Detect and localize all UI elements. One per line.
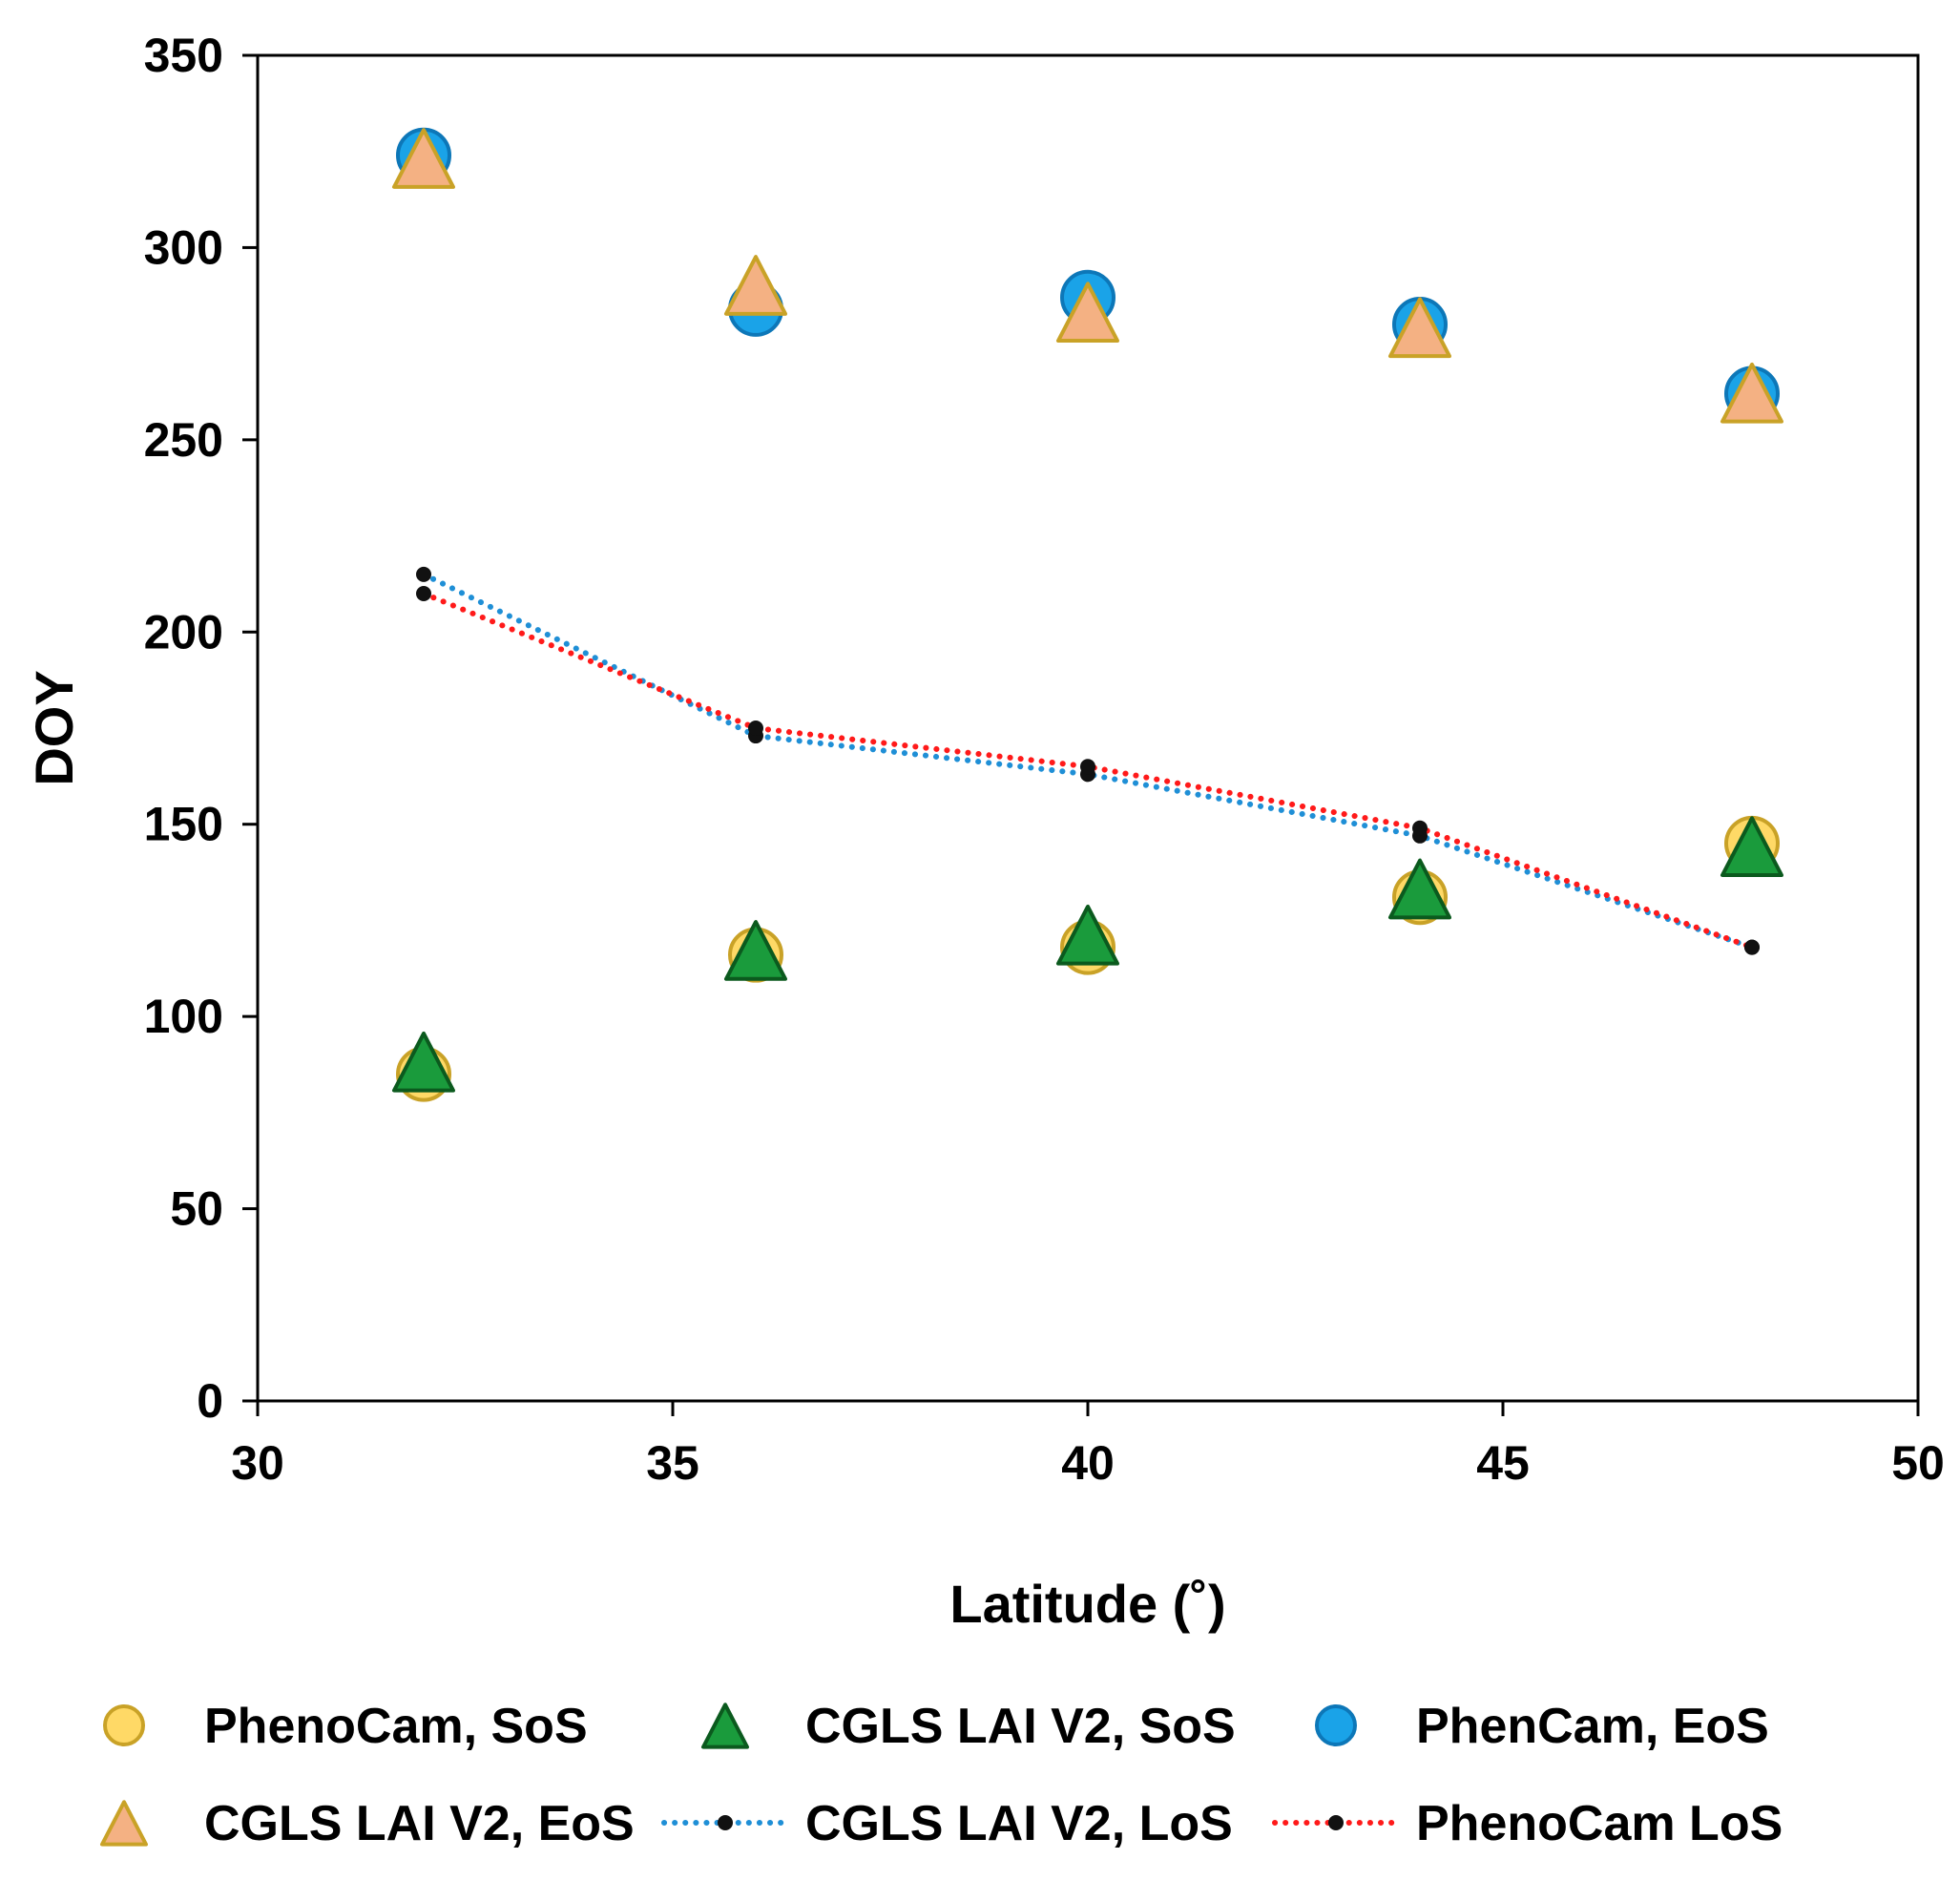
markers-layer [392, 127, 1783, 1102]
x-tick-label: 45 [1476, 1436, 1530, 1490]
x-axis-title: Latitude (˚) [949, 1574, 1225, 1634]
data-point-cgls-lai-v2-eos [392, 128, 455, 189]
legend-label: PhenoCam LoS [1416, 1796, 1783, 1851]
data-point-phenocam-los [1412, 820, 1428, 836]
data-point-phenocam-los [1744, 939, 1760, 955]
data-point-cgls-lai-v2-eos [1388, 297, 1451, 359]
legend-label: PhenCam, EoS [1416, 1699, 1769, 1754]
y-tick-label: 0 [197, 1374, 223, 1428]
axes-layer: 0 50 100 150 200 250 300 350 30 35 40 45 50 Latitude … [24, 29, 1945, 1634]
data-point-phenocam-los [748, 721, 763, 736]
data-point-phenocam-los [1080, 759, 1095, 775]
legend-label: PhenoCam, SoS [204, 1699, 588, 1754]
x-tick-label: 40 [1061, 1436, 1115, 1490]
y-tick-label: 150 [144, 798, 223, 851]
x-tick-label: 35 [646, 1436, 699, 1490]
legend-item-phencam-eos: PhenCam, EoS [1315, 1699, 1769, 1754]
x-tick-label: 30 [231, 1436, 284, 1490]
data-point-cgls-lai-v2-sos [392, 1031, 455, 1093]
data-point-cgls-lai-v2-sos [724, 920, 787, 981]
data-point-cgls-lai-v2-sos [1388, 858, 1451, 920]
legend-circle-swatch [1315, 1704, 1357, 1746]
legend-label: CGLS LAI V2, SoS [805, 1699, 1236, 1754]
legend-circle-swatch [103, 1704, 145, 1746]
x-tick-label: 50 [1891, 1436, 1945, 1490]
legend: PhenoCam, SoS CGLS LAI V2, SoS PhenCam, Eo… [100, 1699, 1783, 1851]
legend-triangle-swatch [100, 1800, 148, 1847]
legend-item-phenocam-sos: PhenoCam, SoS [103, 1699, 588, 1754]
data-point-cgls-lai-v2-eos [1056, 282, 1119, 344]
data-point-cgls-lai-v2-eos [724, 255, 787, 316]
legend-label: CGLS LAI V2, EoS [204, 1796, 635, 1851]
plot-frame [256, 53, 1920, 1403]
data-point-cgls-lai-v2-eos [1720, 362, 1783, 424]
y-tick-label: 200 [144, 605, 223, 658]
data-point-phenocam-los [416, 586, 431, 601]
data-point-cgls-lai-v2-los [416, 566, 431, 582]
y-tick-label: 100 [144, 990, 223, 1043]
series-lines-layer [421, 571, 1755, 950]
y-axis-title: DOY [24, 670, 84, 785]
y-tick-label: 350 [144, 29, 223, 82]
series-line-cgls-lai-v2-los [421, 571, 1755, 950]
y-tick-label: 50 [170, 1182, 223, 1236]
legend-label: CGLS LAI V2, LoS [805, 1796, 1233, 1851]
legend-item-cgls-lai-v2-los: CGLS LAI V2, LoS [661, 1796, 1233, 1851]
y-tick-label: 250 [144, 413, 223, 467]
legend-item-phenocam-los: PhenoCam LoS [1272, 1796, 1783, 1851]
legend-item-cgls-lai-v2-eos: CGLS LAI V2, EoS [100, 1796, 635, 1851]
legend-dot-swatch [1328, 1815, 1344, 1830]
legend-dot-swatch [718, 1815, 733, 1830]
legend-item-cgls-lai-v2-sos: CGLS LAI V2, SoS [701, 1699, 1236, 1754]
data-point-cgls-lai-v2-sos [1720, 816, 1783, 878]
y-tick-label: 300 [144, 220, 223, 274]
data-point-cgls-lai-v2-sos [1056, 904, 1119, 966]
legend-triangle-swatch [701, 1702, 749, 1749]
